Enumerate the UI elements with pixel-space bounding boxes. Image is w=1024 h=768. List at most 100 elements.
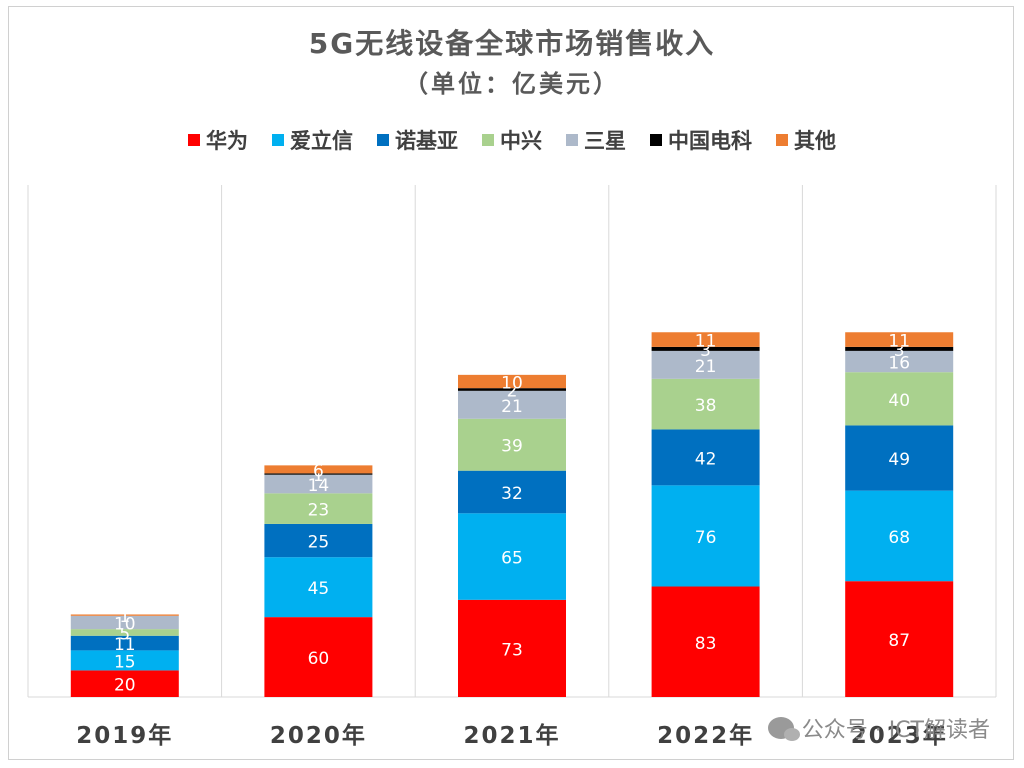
data-label: 76 <box>695 528 717 548</box>
bar-segment <box>264 474 373 494</box>
data-label: 1 <box>313 466 324 486</box>
bar-segment <box>264 617 373 697</box>
x-tick-label: 2021年 <box>463 722 560 749</box>
legend-label: 中国电科 <box>668 129 752 153</box>
chart-title: 5G无线设备全球市场销售收入 <box>308 27 716 60</box>
legend-item: 其他 <box>776 125 836 155</box>
data-label: 11 <box>695 332 717 352</box>
legend-swatch <box>776 134 788 146</box>
data-label: 45 <box>308 579 330 599</box>
bar-segment <box>845 332 954 347</box>
watermark: 公众号 · ICT解读者 <box>767 712 990 744</box>
data-label: 60 <box>308 649 330 669</box>
bar-segment <box>651 350 760 379</box>
data-label: 10 <box>501 374 523 394</box>
data-label: 21 <box>695 357 717 377</box>
bar-segment <box>264 493 373 524</box>
legend-item: 诺基亚 <box>377 125 458 155</box>
data-label: 20 <box>114 676 136 696</box>
legend-item: 三星 <box>566 125 626 155</box>
data-label: 10 <box>114 614 136 634</box>
bar-segment <box>458 390 566 419</box>
bar-segment <box>845 490 954 582</box>
data-label: 11 <box>888 332 910 352</box>
bar-segment <box>70 670 179 697</box>
data-label: 16 <box>888 354 910 374</box>
legend-label: 其他 <box>794 129 836 153</box>
legend-label: 诺基亚 <box>395 129 458 153</box>
legend-label: 爱立信 <box>290 129 353 153</box>
bar-segment <box>264 465 373 474</box>
chart-legend: 华为 爱立信 诺基亚 中兴 三星 中国电科 其他 <box>0 125 1024 155</box>
x-tick-label: 2022年 <box>657 722 754 749</box>
legend-item: 爱立信 <box>272 125 353 155</box>
legend-swatch <box>650 134 662 146</box>
bar-segment <box>458 388 566 391</box>
legend-label: 中兴 <box>500 129 542 153</box>
data-label: 3 <box>894 341 905 361</box>
bar-segment <box>70 629 179 636</box>
x-tick-label: 2020年 <box>270 722 367 749</box>
bar-segment <box>845 581 954 697</box>
bar-segment <box>651 485 760 587</box>
data-label: 73 <box>501 640 523 660</box>
x-tick-label: 2023年 <box>851 722 948 749</box>
data-label: 1 <box>119 607 130 627</box>
data-label: 21 <box>501 397 523 417</box>
bar-segment <box>70 650 179 671</box>
bar-segment <box>70 635 179 651</box>
data-label: 2 <box>507 381 518 401</box>
data-label: 14 <box>308 476 330 496</box>
data-label: 3 <box>700 341 711 361</box>
data-label: 32 <box>501 484 523 504</box>
bar-segment <box>651 346 760 351</box>
bar-segment <box>651 378 760 430</box>
bar-segment <box>70 614 179 616</box>
legend-swatch <box>377 134 389 146</box>
bar-segment <box>264 473 373 475</box>
data-label: 25 <box>308 533 330 553</box>
bar-segment <box>845 425 954 491</box>
data-label: 5 <box>119 624 130 644</box>
data-label: 65 <box>501 549 523 569</box>
bar-segment <box>458 470 566 514</box>
data-label: 39 <box>501 437 523 457</box>
legend-item: 华为 <box>188 125 248 155</box>
bar-segment <box>651 586 760 697</box>
watermark-text: 公众号 · ICT解读者 <box>801 718 990 743</box>
legend-swatch <box>566 134 578 146</box>
x-tick-label: 2019年 <box>76 722 173 749</box>
data-label: 38 <box>695 396 717 416</box>
data-label: 87 <box>888 631 910 651</box>
data-label: 23 <box>308 501 330 521</box>
bar-segment <box>651 332 760 347</box>
bar-segment <box>458 374 566 389</box>
bar-segment <box>651 429 760 486</box>
data-label: 6 <box>313 461 324 481</box>
legend-swatch <box>272 134 284 146</box>
bar-segment <box>845 346 954 351</box>
chart-subtitle: （单位：亿美元） <box>404 70 620 98</box>
bar-segment <box>264 523 373 558</box>
bar-segment <box>845 372 954 426</box>
bar-segment <box>264 557 373 618</box>
bar-segment <box>458 513 566 600</box>
data-label: 83 <box>695 634 717 654</box>
bar-segment <box>70 615 179 630</box>
data-label: 42 <box>695 449 717 469</box>
data-label: 15 <box>114 652 136 672</box>
data-label: 11 <box>114 635 136 655</box>
legend-swatch <box>188 134 200 146</box>
data-label: 40 <box>888 391 910 411</box>
legend-swatch <box>482 134 494 146</box>
bar-segment <box>458 418 566 471</box>
legend-label: 三星 <box>584 129 626 153</box>
data-label: 68 <box>888 528 910 548</box>
legend-item: 中兴 <box>482 125 542 155</box>
wechat-icon <box>767 717 800 741</box>
bar-segment <box>458 599 566 697</box>
data-label: 49 <box>888 450 910 470</box>
bar-segment <box>845 350 954 373</box>
legend-item: 中国电科 <box>650 125 752 155</box>
